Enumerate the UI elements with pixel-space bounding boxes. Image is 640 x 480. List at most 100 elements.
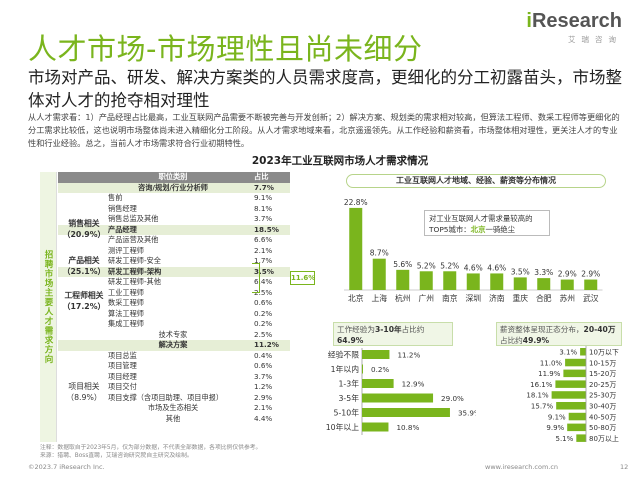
table-row: 市场及生态相关 2.1% xyxy=(58,403,290,414)
table-header-row: 职位类别 占比 xyxy=(58,172,290,183)
category-label: 80万以上 xyxy=(589,434,619,442)
row-share: 1.7% xyxy=(254,256,273,265)
row-category: 研发工程师-架构 xyxy=(108,266,162,276)
bar xyxy=(490,273,504,290)
data-label: 2.9% xyxy=(558,270,577,279)
data-label: 8.7% xyxy=(370,249,389,258)
row-category: 集成工程师 xyxy=(108,319,144,328)
category-label: 苏州 xyxy=(559,293,575,303)
category-label: 5-10年 xyxy=(334,408,360,418)
data-label: 35.9% xyxy=(458,409,476,418)
header-category: 职位类别 xyxy=(158,172,188,181)
data-label: 5.1% xyxy=(556,435,574,442)
table-row: 解决方案 11.2% xyxy=(58,340,290,351)
row-share: 0.4% xyxy=(254,350,273,360)
table-row: 销售经理 8.1% xyxy=(58,204,290,215)
row-share: 0.6% xyxy=(254,298,273,307)
city-bar-chart: 22.8% 北京 8.7% 上海 5.6% 杭州 5.2% 广州 5.2% 南京 4.6% 深圳 4.6… xyxy=(344,198,603,303)
category-label: 10年以上 xyxy=(326,422,360,432)
table-row: 项目管理 0.6% xyxy=(58,361,290,372)
bar xyxy=(362,364,363,374)
category-label: 15-20万 xyxy=(589,370,616,378)
data-label: 3.3% xyxy=(534,268,553,277)
experience-note: 工作经验为3-10年占比约64.9% xyxy=(333,322,453,346)
group-project: 项目相关 （8.9%） xyxy=(66,382,102,402)
bar xyxy=(466,273,480,290)
category-label: 重庆 xyxy=(512,293,528,303)
table-body: 咨询/规划/行业分析师 7.7% 售前 9.1% 销售经理 8.1% 销售总监及其他 3.7%… xyxy=(58,182,290,425)
bar xyxy=(555,380,586,388)
row-share: 18.5% xyxy=(254,224,279,234)
iresearch-logo: iResearch 艾瑞咨询 xyxy=(510,10,622,50)
category-label: 深圳 xyxy=(465,293,481,303)
table-row: 集成工程师 0.2% xyxy=(58,319,290,330)
table-row: 产品经理 18.5% xyxy=(58,224,290,235)
data-label: 2.9% xyxy=(581,270,600,279)
row-category: 算法工程师 xyxy=(108,308,144,318)
row-category: 项目交付 xyxy=(108,382,137,391)
row-category: 市场及生态相关 xyxy=(147,403,199,412)
data-label: 11.9% xyxy=(538,370,561,378)
header-share: 占比 xyxy=(254,172,269,181)
data-label: 3.1% xyxy=(559,349,577,357)
bar xyxy=(372,258,386,290)
bar xyxy=(362,350,390,359)
salary-note: 薪资整体呈现正态分布，20-40万占比约49.9% xyxy=(496,322,622,346)
table-row: 算法工程师 0.2% xyxy=(58,309,290,320)
bar xyxy=(362,379,394,388)
row-category: 销售经理 xyxy=(108,203,137,213)
table-side-label: 招聘市场主要人才需求方向 xyxy=(40,172,57,442)
row-category: 销售总监及其他 xyxy=(108,214,159,223)
data-label: 11.2% xyxy=(397,351,420,360)
category-label: 杭州 xyxy=(395,293,411,303)
data-label: 0.2% xyxy=(371,365,389,374)
data-label: 11.0% xyxy=(540,359,563,367)
row-category: 项目管理 xyxy=(108,361,137,370)
row-share: 2.5% xyxy=(254,287,273,297)
table-row: 数采工程师 0.6% xyxy=(58,298,290,309)
bar xyxy=(349,207,363,290)
row-category: 项目经理 xyxy=(108,371,137,381)
row-category: 项目总监 xyxy=(108,350,137,360)
row-share: 0.2% xyxy=(254,319,273,328)
table-row: 产品运营及其他 6.6% xyxy=(58,235,290,246)
row-share: 0.2% xyxy=(254,308,273,318)
data-label: 18.1% xyxy=(526,392,549,400)
row-share: 2.1% xyxy=(254,245,273,255)
row-category: 产品经理 xyxy=(108,224,137,234)
table-title: 2023年工业互联网市场人才需求情况 xyxy=(251,155,429,167)
row-share: 0.6% xyxy=(254,361,273,370)
bar xyxy=(362,393,434,403)
bar xyxy=(362,422,389,432)
category-label: 经验不限 xyxy=(328,350,359,360)
category-label: 上海 xyxy=(371,293,387,303)
data-label: 15.7% xyxy=(531,403,554,411)
data-label: 22.8% xyxy=(344,198,368,207)
website: www.iresearch.com.cn xyxy=(485,463,559,471)
row-share: 7.7% xyxy=(254,182,274,192)
category-label: 1-3年 xyxy=(338,379,359,389)
talent-demand-table: 职位类别 占比 咨询/规划/行业分析师 7.7% 售前 9.1% 销售经理 8.1% 销售总… xyxy=(58,172,290,424)
row-category: 咨询/规划/行业分析师 xyxy=(138,182,208,192)
category-label: 30-40万 xyxy=(589,403,616,411)
table-row: 销售总监及其他 3.7% xyxy=(58,214,290,225)
table-row: 研发工程师-其他 6.4% xyxy=(58,277,290,288)
table-row: 项目交付 1.2% xyxy=(58,382,290,393)
page-title: 人才市场-市场理性且尚未细分 xyxy=(28,32,423,66)
category-label: 合肥 xyxy=(536,293,552,303)
data-label: 9.9% xyxy=(546,424,564,432)
category-label: 40-50万 xyxy=(589,413,616,421)
bar xyxy=(362,408,450,417)
row-share: 2.1% xyxy=(254,403,273,412)
city-callout: 对工业互联网人才需求量较高的TOP5城市：北京一骑绝尘 xyxy=(424,210,550,236)
row-share: 4.4% xyxy=(254,413,273,423)
group-engineer: 工程师相关 （17.2%） xyxy=(62,291,106,311)
data-label: 10.8% xyxy=(396,423,419,432)
row-share: 2.9% xyxy=(254,392,273,402)
source-note: 注释：数据取自于2023年5月，仅为部分数据，不代表全部数据，各项比例仅供参考。… xyxy=(40,445,262,459)
data-label: 9.1% xyxy=(548,413,566,421)
bar xyxy=(584,279,598,290)
row-share: 2.5% xyxy=(254,329,273,339)
bar xyxy=(568,412,586,421)
table-row: 售前 9.1% xyxy=(58,193,290,204)
